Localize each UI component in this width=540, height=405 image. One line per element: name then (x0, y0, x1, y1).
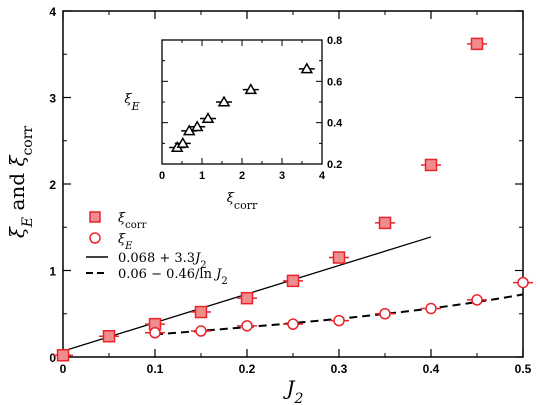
xi-e-point (471, 294, 483, 306)
y-axis-title: ξE and ξcorr (5, 126, 36, 239)
x-tick-label: 0 (60, 362, 67, 376)
xi-e-point (195, 325, 207, 337)
xi-e-point (241, 320, 253, 332)
y-tick-label: 1 (49, 265, 56, 279)
inset-x-tick-label: 0 (159, 170, 165, 182)
legend-square-marker (89, 211, 101, 223)
inset-ticks: 0 1 2 3 40.2 0.4 0.6 0.8 (159, 35, 343, 182)
inset-data-points (169, 62, 315, 152)
inset-x-axis-title: ξcorr (227, 191, 258, 212)
legend-label-xi-corr: ξcorr (118, 211, 147, 231)
xi-corr-point (470, 37, 484, 51)
xi-corr-point (240, 291, 254, 305)
x-tick-label: 0.3 (331, 362, 348, 376)
main-ticks: 0 0.1 0.2 0.3 0.4 0.5 0 1 2 3 4 (49, 5, 531, 376)
legend-circle-marker (89, 232, 101, 244)
inset-triangle-point (190, 120, 204, 132)
xi-e-point (333, 314, 345, 327)
x-tick-label: 0.4 (423, 362, 440, 376)
xi-corr-point (194, 305, 208, 319)
legend-label-linear-fit: 0.068 + 3.3J2 (118, 251, 207, 271)
inset-triangle-point (300, 62, 314, 74)
y-tick-label: 2 (49, 178, 56, 192)
xi-e-point (517, 276, 529, 289)
xi-e-point (379, 308, 391, 320)
inset-x-tick-label: 2 (239, 170, 245, 182)
x-tick-label: 0.1 (147, 362, 164, 376)
legend: ξcorr ξE 0.068 + 3.3J2 0.06 − 0.46/ln J2 (86, 211, 228, 287)
inset-triangle-point (201, 112, 215, 124)
y-tick-label: 4 (49, 5, 56, 19)
xi-corr-point (424, 158, 438, 172)
xi-corr-point (56, 349, 70, 362)
inset-y-tick-label: 0.8 (327, 35, 342, 47)
xi-corr-point (332, 251, 346, 264)
inset-y-tick-label: 0.6 (327, 76, 342, 88)
x-tick-label: 0.2 (239, 362, 256, 376)
inset-x-tick-label: 1 (199, 170, 205, 182)
inset-y-axis-title: ξE (124, 92, 139, 113)
inset-triangle-point (217, 95, 231, 107)
x-tick-label: 0.5 (515, 362, 532, 376)
inset-y-tick-label: 0.2 (327, 159, 342, 171)
xi-e-point (425, 302, 437, 315)
x-axis-title: J2 (283, 376, 304, 405)
inset-x-tick-label: 4 (319, 170, 326, 182)
inset-triangle-point (244, 83, 258, 95)
xi-e-point (149, 327, 161, 339)
y-tick-label: 3 (49, 92, 56, 106)
xi-e-point (287, 318, 299, 330)
xi-corr-point (378, 216, 392, 230)
inset-y-tick-label: 0.4 (327, 118, 343, 130)
legend-label-xi-e: ξE (118, 232, 133, 252)
inset-x-tick-label: 3 (279, 170, 285, 182)
xi-corr-point (102, 329, 116, 343)
data-points (53, 37, 533, 362)
inset-chart: 0 1 2 3 40.2 0.4 0.6 0.8 ξcorr ξE (124, 35, 343, 212)
inset-triangle-point (176, 136, 190, 148)
y-tick-label: 0 (49, 351, 56, 365)
legend-label-log-fit: 0.06 − 0.46/ln J2 (118, 267, 228, 287)
xi-corr-point (286, 274, 300, 288)
